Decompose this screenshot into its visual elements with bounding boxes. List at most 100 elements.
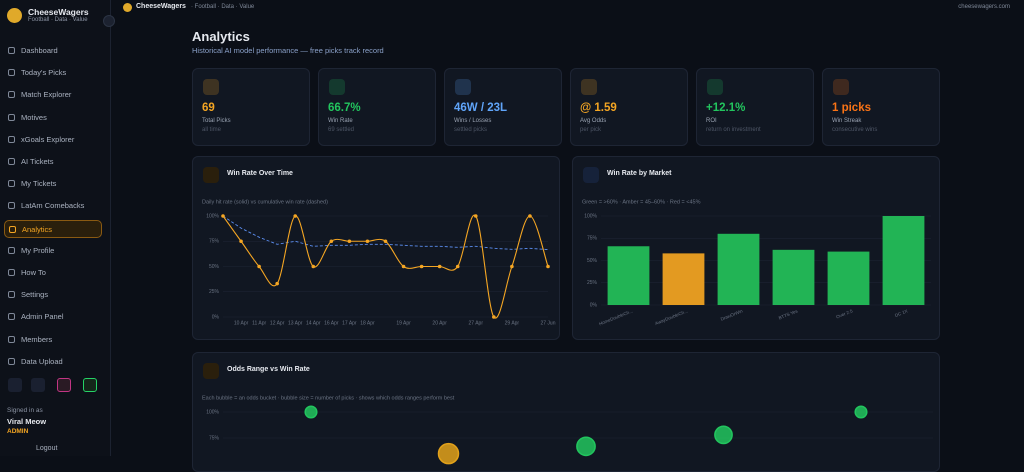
card-icon — [455, 79, 471, 95]
nav-label: Admin Panel — [21, 312, 64, 322]
sidebar: CheeseWagers Football · Data · Value Das… — [0, 0, 115, 456]
x-tick-label: 14 Apr — [306, 320, 321, 326]
nav-item[interactable]: Data Upload — [4, 353, 102, 371]
nav-icon — [8, 269, 15, 276]
nav-item[interactable]: Motives — [4, 109, 102, 127]
data-point — [473, 214, 478, 218]
bar — [662, 253, 705, 305]
nav-item[interactable]: xGoals Explorer — [4, 131, 102, 149]
nav-item[interactable]: Match Explorer — [4, 86, 102, 104]
card-value: 66.7% — [328, 102, 361, 114]
x-tick-label: 16 Apr — [324, 320, 339, 326]
nav-icon — [8, 158, 15, 165]
site-link[interactable]: cheesewagers.com — [958, 4, 1010, 10]
bubble — [437, 442, 460, 465]
card-icon — [707, 79, 723, 95]
card-note: consecutive wins — [832, 127, 878, 133]
y-tick-label: 100% — [584, 213, 597, 219]
data-point — [365, 239, 370, 244]
data-point — [275, 281, 279, 286]
x-tick-label: 13 Apr — [288, 320, 303, 326]
card-note: 69 settled — [328, 127, 355, 133]
chart: Win Rate by Market Green = >60% · Amber =… — [582, 170, 931, 326]
x-tick-label: 18 Apr — [360, 320, 375, 326]
nav-item[interactable]: Admin Panel — [4, 308, 102, 326]
card-value: @ 1.59 — [580, 102, 617, 114]
bar — [827, 251, 870, 305]
nav-icon — [8, 313, 15, 321]
nav-icon — [8, 335, 15, 343]
page-subtitle: Historical AI model performance — free p… — [192, 46, 384, 55]
whatsapp-link[interactable] — [83, 378, 97, 392]
nav-label: Motives — [21, 112, 47, 122]
x-tick-label: 10 Apr — [234, 320, 249, 326]
y-tick-label: 75% — [209, 239, 220, 245]
facebook-link[interactable] — [31, 378, 45, 392]
nav-label: Analytics — [22, 224, 53, 234]
stat-card: @ 1.59 Avg Odds per pick — [570, 68, 688, 146]
x-tick-label: 27 Jun — [540, 320, 555, 326]
brand: CheeseWagers — [28, 7, 89, 17]
brand-tagline: Football · Data · Value — [28, 17, 88, 23]
nav-label: Dashboard — [21, 46, 58, 55]
nav-label: Data Upload — [21, 356, 63, 366]
signed-in-caption: Signed in as — [7, 407, 43, 414]
card-label: Win Streak — [832, 118, 862, 124]
y-tick-label: 50% — [209, 264, 220, 270]
stat-card: 46W / 23L Wins / Losses settled picks — [444, 68, 562, 146]
x-tick-label: HomeDoubleCh... — [598, 308, 633, 326]
nav-label: Match Explorer — [21, 90, 72, 100]
nav-item[interactable]: LatAm Comebacks — [4, 197, 102, 215]
nav-item[interactable]: Dashboard — [4, 42, 102, 60]
x-tick-label: DrawOrWin — [720, 308, 744, 322]
bar — [772, 249, 815, 305]
card-value: +12.1% — [706, 102, 746, 114]
data-point — [347, 239, 352, 244]
x-tick-label: 12 Apr — [270, 320, 285, 326]
data-point — [257, 264, 261, 269]
data-point — [492, 315, 496, 319]
nav-item[interactable]: Members — [4, 331, 102, 349]
stat-card: +12.1% ROI return on investment — [696, 68, 814, 146]
x-tick-label: Over 2.5 — [835, 308, 853, 319]
nav-item[interactable]: Settings — [4, 286, 102, 304]
chart: Odds Range vs Win Rate Each bubble = an o… — [202, 366, 933, 465]
nav-icon — [9, 225, 16, 233]
data-point — [311, 264, 316, 269]
nav-icon — [8, 91, 15, 99]
logout-button[interactable]: Logout — [36, 445, 58, 452]
card-label: ROI — [706, 118, 717, 124]
nav-item[interactable]: Today's Picks — [4, 64, 102, 82]
chart-subtitle: Each bubble = an odds bucket · bubble si… — [202, 395, 455, 401]
discord-link[interactable] — [8, 378, 22, 392]
nav-icon — [8, 47, 15, 54]
y-tick-label: 25% — [587, 280, 598, 286]
panel-icon — [583, 167, 599, 183]
nav-item[interactable]: My Tickets — [4, 175, 102, 193]
nav-item[interactable]: How To — [4, 264, 102, 282]
nav-label: Today's Picks — [21, 68, 67, 78]
topbar-brand: CheeseWagers — [136, 3, 186, 10]
x-tick-label: 27 Apr — [469, 320, 484, 326]
collapse-button[interactable] — [103, 15, 115, 27]
bubble — [714, 425, 733, 445]
market-panel: Win Rate by Market Green = >60% · Amber =… — [572, 156, 940, 340]
data-point — [239, 239, 243, 244]
nav-item[interactable]: AI Tickets — [4, 153, 102, 171]
x-tick-label: 29 Apr — [505, 320, 520, 326]
x-tick-label: 20 Apr — [432, 320, 447, 326]
nav-label: AI Tickets — [21, 157, 54, 166]
card-note: per pick — [580, 127, 602, 133]
nav-icon — [8, 291, 15, 299]
data-point — [546, 264, 550, 269]
x-tick-label: 17 Apr — [342, 320, 357, 326]
nav-label: xGoals Explorer — [21, 134, 75, 144]
x-tick-label: 11 Apr — [252, 320, 266, 326]
nav-item[interactable]: My Profile — [4, 242, 102, 260]
instagram-link[interactable] — [57, 378, 71, 392]
y-tick-label: 0% — [212, 314, 220, 320]
nav-item[interactable]: Analytics — [4, 219, 102, 238]
bubble — [854, 405, 868, 419]
card-value: 69 — [202, 102, 215, 114]
stat-card: 69 Total Picks all time — [192, 68, 310, 146]
